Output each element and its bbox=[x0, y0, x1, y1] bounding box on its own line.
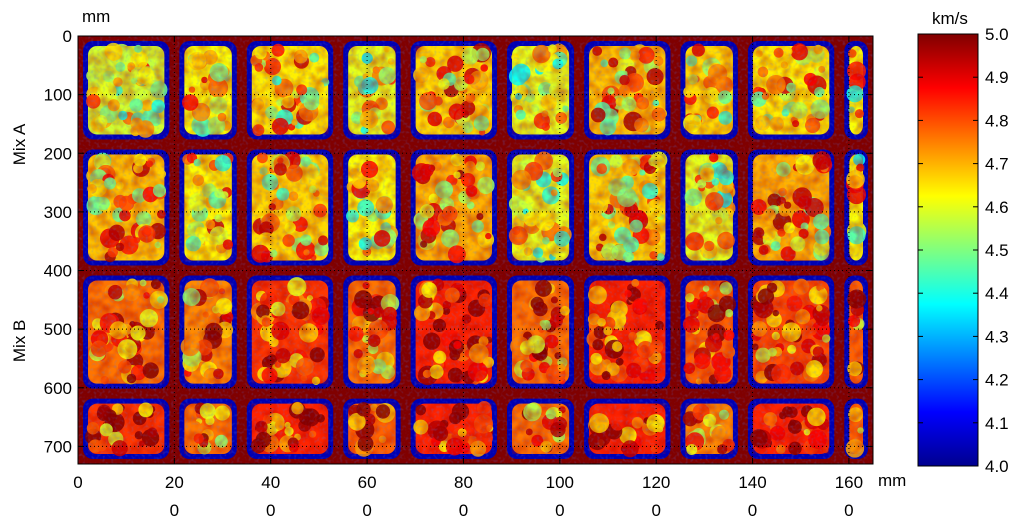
y-tick-label: 400 bbox=[44, 262, 72, 281]
y-tick-label: 100 bbox=[44, 86, 72, 105]
x-tick-label-line2: 0 bbox=[170, 501, 179, 520]
x-tick-label: 0 bbox=[73, 473, 82, 492]
y-tick-label: 500 bbox=[44, 320, 72, 339]
colorbar-tick-label: 4.8 bbox=[985, 111, 1009, 130]
axes: 0 2004006008001000120014001600mm010020030… bbox=[10, 7, 906, 520]
y-axis-unit-label: mm bbox=[82, 7, 110, 26]
y-tick-label: 600 bbox=[44, 379, 72, 398]
y-tick-label: 0 bbox=[63, 27, 72, 46]
colorbar-tick-label: 4.0 bbox=[985, 457, 1009, 476]
y-tick-label: 200 bbox=[44, 144, 72, 163]
row-group-label: Mix B bbox=[10, 320, 29, 363]
colorbar-tick-label: 4.6 bbox=[985, 198, 1009, 217]
y-tick-label: 700 bbox=[44, 437, 72, 456]
x-tick-label: 140 bbox=[738, 473, 766, 492]
colorbar-tick-label: 4.4 bbox=[985, 284, 1009, 303]
row-group-label: Mix A bbox=[10, 123, 29, 165]
colorbar-tick-label: 4.5 bbox=[985, 241, 1009, 260]
colorbar-unit-label: km/s bbox=[932, 9, 968, 28]
colorbar-tick-label: 4.2 bbox=[985, 371, 1009, 390]
x-tick-label: 40 bbox=[261, 473, 280, 492]
colorbar: 4.0 4.1 4.2 4.3 4.4 4.5 4.6 4.7 4.8 4.9 5.0 km/s bbox=[917, 9, 1009, 476]
x-tick-label-line2: 0 bbox=[651, 501, 660, 520]
colorbar-tick-label: 5.0 bbox=[985, 25, 1009, 44]
seam-speckle bbox=[78, 36, 873, 464]
x-tick-label-line2: 0 bbox=[748, 501, 757, 520]
heatmap-plot-area bbox=[78, 36, 873, 464]
colorbar-tick-label: 4.7 bbox=[985, 155, 1009, 174]
x-tick-label-line2: 0 bbox=[362, 501, 371, 520]
x-tick-label: 120 bbox=[642, 473, 670, 492]
colorbar-tick-label: 4.3 bbox=[985, 327, 1009, 346]
x-tick-label-line2: 0 bbox=[844, 501, 853, 520]
dotted-grid bbox=[78, 36, 873, 464]
colorbar-tick-label: 4.1 bbox=[985, 414, 1009, 433]
x-tick-label: 20 bbox=[165, 473, 184, 492]
x-tick-label: 60 bbox=[358, 473, 377, 492]
colorbar-gradient bbox=[917, 33, 979, 467]
plot-frame bbox=[77, 35, 874, 465]
x-tick-label-line2: 0 bbox=[555, 501, 564, 520]
x-axis-unit-label: mm bbox=[878, 471, 906, 490]
x-tick-label-line2: 0 bbox=[266, 501, 275, 520]
y-tick-label: 300 bbox=[44, 203, 72, 222]
x-tick-label: 160 bbox=[835, 473, 863, 492]
x-tick-label: 80 bbox=[454, 473, 473, 492]
x-tick-label-line2: 0 bbox=[459, 501, 468, 520]
colorbar-tick-label: 4.9 bbox=[985, 68, 1009, 87]
x-tick-label: 100 bbox=[546, 473, 574, 492]
